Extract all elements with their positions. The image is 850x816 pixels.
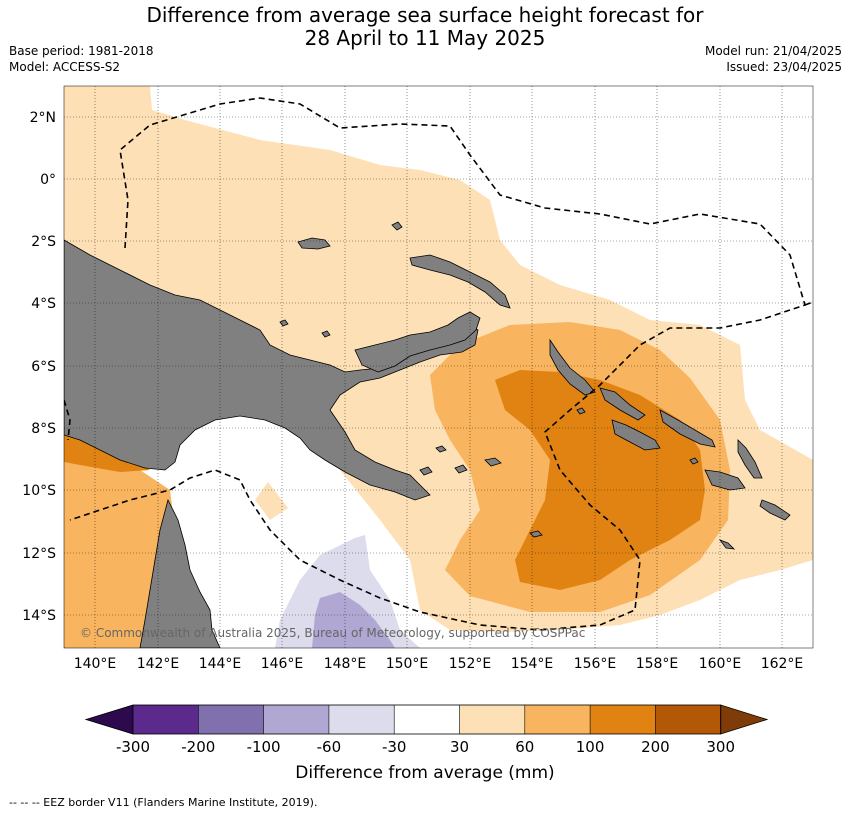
lon-label: 148°E: [324, 656, 367, 672]
lon-label: 144°E: [199, 656, 242, 672]
lat-label: 8°S: [31, 421, 56, 437]
lon-label: 150°E: [386, 656, 429, 672]
lon-label: 146°E: [261, 656, 304, 672]
colorbar-tick: 60: [515, 738, 534, 756]
land-new-georgia: [611, 419, 661, 451]
meta-left: Base period: 1981-2018 Model: ACCESS-S2: [9, 43, 154, 75]
anomaly-neg30-neg60: [275, 535, 420, 648]
colorbar-tick: 30: [450, 738, 469, 756]
land-choiseul: [599, 387, 646, 421]
eez-footnote: -- -- -- EEZ border V11 (Flanders Marine…: [9, 796, 318, 809]
title-line-1: Difference from average sea surface heig…: [146, 3, 704, 27]
colorbar-tick: -60: [317, 738, 342, 756]
colorbar-swatch: [459, 705, 525, 734]
lat-label: 6°S: [31, 359, 56, 375]
lat-label: 0°: [40, 172, 56, 188]
copyright-text: © Commonwealth of Australia 2025, Bureau…: [80, 626, 585, 640]
colorbar-tick: 200: [641, 738, 670, 756]
colorbar: -300 -200 -100 -60 -30 30 60 100 200 300…: [84, 704, 769, 783]
title-line-2: 28 April to 11 May 2025: [304, 26, 546, 50]
colorbar-swatch: [590, 705, 656, 734]
colorbar-tick: -30: [382, 738, 407, 756]
land-small-islands: [279, 221, 736, 550]
meta-right: Model run: 21/04/2025 Issued: 23/04/2025: [705, 43, 842, 75]
colorbar-extend-high: [720, 704, 769, 735]
colorbar-tick: -200: [181, 738, 215, 756]
lon-label: 140°E: [74, 656, 117, 672]
land-malaita: [737, 439, 763, 479]
land-santa-isabel: [659, 409, 716, 448]
lon-label: 158°E: [636, 656, 679, 672]
anomaly-100-200-east: [495, 370, 705, 590]
anomaly-60-100-west: [64, 430, 175, 648]
land-makira: [759, 499, 791, 521]
land-new-guinea: [64, 239, 479, 501]
map-panel: © Commonwealth of Australia 2025, Bureau…: [64, 86, 813, 648]
anomaly-30-60-patch: [255, 482, 288, 520]
colorbar-swatch: [133, 705, 199, 734]
colorbar-swatch: [524, 705, 591, 734]
map-title: Difference from average sea surface heig…: [0, 4, 850, 50]
lat-label: 14°S: [22, 608, 56, 624]
land-new-ireland: [409, 254, 511, 309]
lon-axis: 140°E 142°E 144°E 146°E 148°E 150°E 152°…: [74, 656, 804, 672]
lat-axis: 2°N 0° 2°S 4°S 6°S 8°S 10°S 12°S 14°S: [22, 110, 56, 624]
model-run: Model run: 21/04/2025: [704, 44, 842, 58]
lat-label: 2°S: [31, 234, 56, 250]
lon-label: 152°E: [449, 656, 492, 672]
colorbar-swatch: [263, 705, 329, 734]
lon-label: 160°E: [699, 656, 742, 672]
land-new-britain: [354, 311, 481, 373]
colorbar-swatch: [328, 705, 395, 734]
colorbar-tick: -100: [247, 738, 281, 756]
lat-label: 12°S: [22, 546, 56, 562]
colorbar-extend-low: [84, 704, 134, 735]
eez-borders: [64, 97, 813, 631]
land-australia: [139, 498, 221, 648]
lon-label: 154°E: [511, 656, 554, 672]
colorbar-swatch: [198, 705, 264, 734]
land-bougainville: [549, 338, 596, 396]
colorbar-tick: -300: [116, 738, 150, 756]
base-period: Base period: 1981-2018: [9, 44, 154, 58]
colorbar-swatch: [655, 705, 721, 734]
colorbar-ticks: -300 -200 -100 -60 -30 30 60 100 200 300: [116, 738, 735, 756]
land-guadalcanal: [704, 469, 746, 491]
model-name: Model: ACCESS-S2: [9, 60, 121, 74]
map-frame: [63, 85, 814, 649]
colorbar-dividers: [198, 705, 656, 734]
lon-label: 142°E: [137, 656, 180, 672]
anomaly-neg60-neg100: [312, 592, 395, 648]
colorbar-tick: 100: [576, 738, 605, 756]
colorbar-swatch: [394, 705, 460, 734]
lon-label: 156°E: [574, 656, 617, 672]
colorbar-title: Difference from average (mm): [295, 763, 554, 783]
lat-label: 4°S: [31, 296, 56, 312]
graticule: [64, 86, 813, 648]
colorbar-frame: [132, 704, 722, 735]
issued-date: Issued: 23/04/2025: [726, 60, 842, 74]
colorbar-tick: 300: [706, 738, 735, 756]
lon-label: 162°E: [761, 656, 804, 672]
lat-label: 2°N: [30, 110, 56, 126]
lat-label: 10°S: [22, 483, 56, 499]
